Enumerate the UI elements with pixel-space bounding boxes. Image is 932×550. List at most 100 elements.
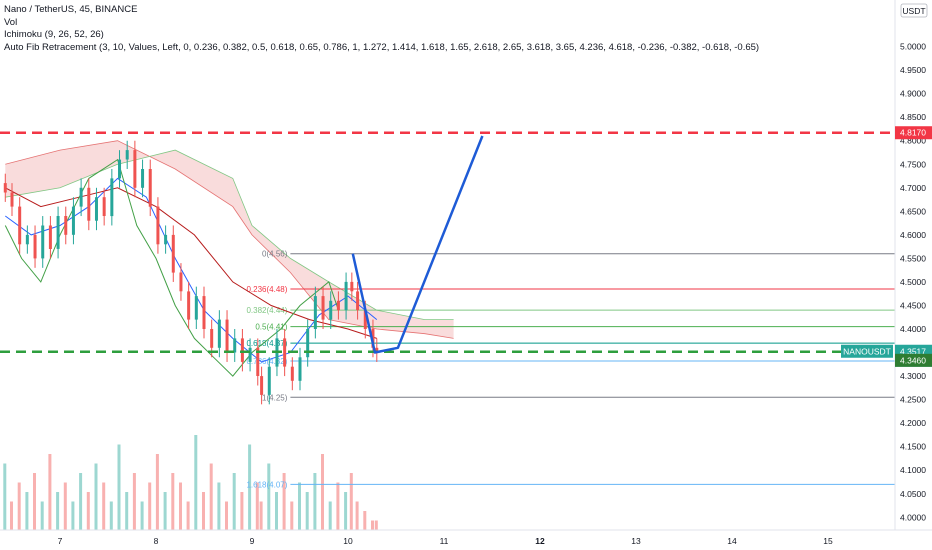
time-tick-label: 7 [58,536,63,546]
candle-body [33,234,37,259]
volume-bar [298,482,301,530]
candle-body [363,310,367,329]
volume-bar [374,520,378,530]
candle-body [156,206,160,245]
price-tick-label: 4.3000 [900,371,926,381]
time-axis[interactable]: 7 8 9 10 11 12 13 14 15 [0,529,932,546]
volume-bar [255,482,259,530]
price-tick-label: 4.6000 [900,230,926,240]
time-tick-label: 9 [250,536,255,546]
volume-bar [186,501,190,530]
volume-bar [321,454,324,530]
volume-bar [290,501,294,530]
price-axis[interactable]: USDT 5.0000 4.9500 4.9000 4.8500 4.8000 4.7500… [894,0,932,550]
volume-bar [94,463,98,530]
volume-bar [56,492,60,530]
candle-body [225,319,229,353]
candle-body [110,178,114,217]
volume-bar [349,473,353,530]
volume-bar [40,501,44,530]
time-tick-label: 10 [343,536,353,546]
candle-body [41,225,45,259]
volume-bar [17,482,21,530]
price-tick-label: 4.1000 [900,465,926,475]
volume-bar [363,511,367,530]
time-tick-label: 13 [631,536,641,546]
candle-body [3,183,7,193]
candle-body [25,234,29,245]
volume-bar [232,473,236,530]
price-tag-text: 4.8170 [900,128,926,138]
price-tag-text: 4.3460 [900,355,926,365]
legend-volume[interactable]: Vol [4,16,18,28]
projection-drawing[interactable] [351,135,484,354]
legend-fib[interactable]: Auto Fib Retracement (3, 10, Values, Lef… [4,41,760,53]
candle-body [298,357,302,381]
candle-body [125,150,129,160]
volume-bar [109,501,113,530]
price-tick-label: 4.9500 [900,65,926,75]
price-tick-label: 4.5500 [900,253,926,263]
candle-body [260,376,264,395]
projection-path[interactable] [351,135,484,354]
price-tick-label: 4.7000 [900,183,926,193]
symbol-tag [841,344,893,358]
candle-body [202,296,206,329]
candle-body [321,296,325,320]
cloud-fill [5,140,454,339]
horizontal-lines[interactable] [0,131,895,353]
candle-body [375,347,379,353]
legend-symbol[interactable]: Nano / TetherUS, 45, BINANCE [4,4,138,15]
volume-bar [275,492,278,530]
candle-body [329,300,333,320]
price-tick-label: 4.8000 [900,136,926,146]
volume-bar [132,473,136,530]
candle-body [350,281,354,292]
candle-body [290,366,294,381]
volume-bar [248,444,252,530]
chart-legend: Nano / TetherUS, 45, BINANCE Vol Ichimok… [4,4,759,54]
candle-body [283,338,287,367]
candle-body [87,187,91,221]
conversion-line [5,177,378,363]
price-tag [895,126,932,140]
fib-label: 1(4.25) [262,393,288,402]
price-tick-label: 4.4000 [900,324,926,334]
volume-bar [117,444,121,530]
volume-bars [3,435,378,530]
volume-bar [179,482,182,530]
price-tick-label: 4.0000 [900,512,926,522]
volume-bar [171,473,175,530]
volume-bar [48,454,52,530]
candle-body [94,197,98,221]
volume-bar [33,473,36,530]
candle-body [148,169,152,207]
price-tag [895,353,932,367]
volume-bar [148,482,152,530]
volume-bar [305,492,309,530]
candle-body [248,347,252,362]
base-line [5,187,377,339]
candle-body [133,150,137,188]
candle-body [18,206,22,245]
candle-body [56,216,60,249]
volume-bar [125,492,129,530]
time-tick-label: 12 [535,536,545,546]
currency-badge[interactable] [900,3,928,18]
fib-label: 1.618(4.07) [246,480,287,489]
price-axis-bg [895,0,932,550]
candle-body [306,329,310,358]
volume-bar [163,492,167,530]
price-tick-label: 4.8500 [900,112,926,122]
volume-bar [202,492,205,530]
candle-body [233,338,237,353]
volume-bar [3,463,7,530]
candle-body [187,291,191,320]
volume-bar [155,454,159,530]
fib-label: 0.5(4.41) [255,323,287,332]
time-tick-label: 8 [154,536,159,546]
price-tick-label: 4.0500 [900,489,926,499]
legend-ichimoku[interactable]: Ichimoku (9, 26, 52, 26) [4,29,104,40]
candle-body [171,234,175,273]
